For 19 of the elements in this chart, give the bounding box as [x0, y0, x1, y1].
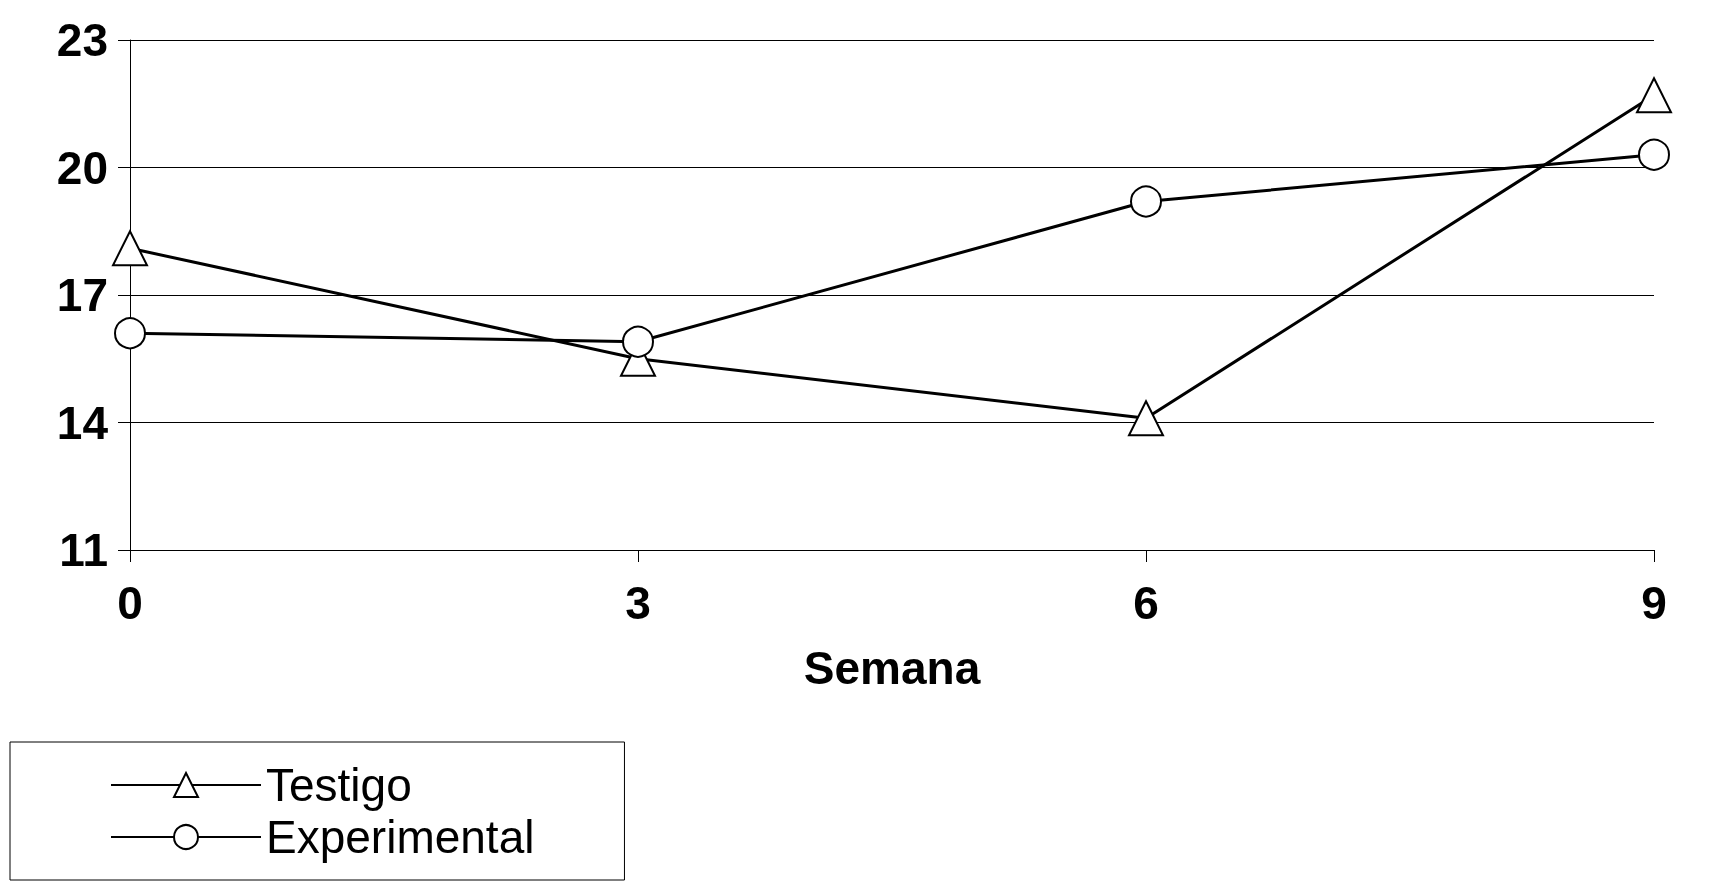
point — [1638, 138, 1670, 171]
y-tick-label: 23 — [56, 14, 108, 66]
point — [1130, 185, 1162, 218]
x-axis-title: Semana — [803, 642, 981, 694]
x-tick-label: 0 — [117, 577, 143, 629]
legend-label: Experimental — [266, 811, 535, 863]
y-tick-label: 17 — [56, 269, 108, 321]
point — [1128, 400, 1164, 437]
y-tick-label: 20 — [56, 141, 108, 194]
x-tick-label: 9 — [1641, 577, 1667, 629]
x-tick-label: 3 — [625, 577, 651, 629]
x-tick-label: 6 — [1133, 577, 1159, 629]
point — [114, 317, 146, 350]
point — [112, 230, 148, 267]
point — [622, 325, 654, 358]
y-tick-label: 11 — [59, 524, 108, 576]
y-tick-label: 14 — [56, 396, 109, 449]
legend-label: Testigo — [266, 759, 412, 811]
point — [1636, 77, 1672, 114]
